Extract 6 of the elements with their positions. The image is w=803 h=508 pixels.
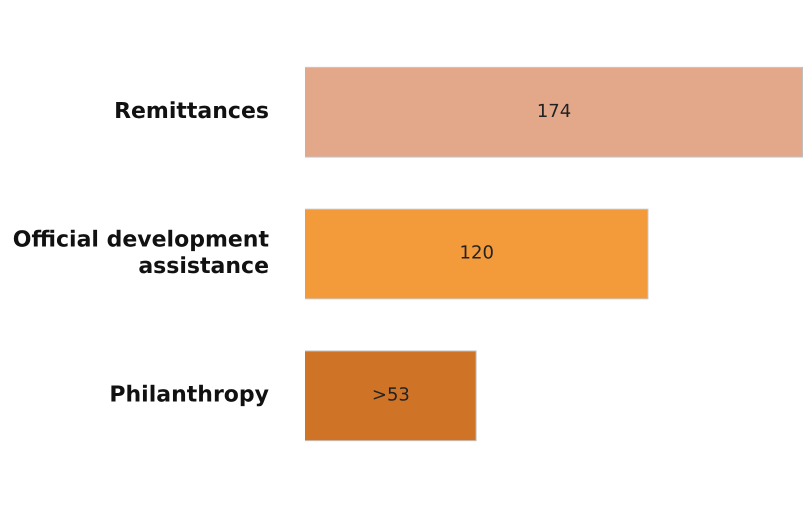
data-label: 120 (460, 242, 494, 264)
data-label: 174 (536, 100, 572, 122)
y-tick-label: Philanthropy (109, 382, 269, 408)
y-tick-label: Official development assistance (12, 228, 270, 279)
data-label: >53 (372, 384, 410, 406)
y-tick-label: Remittances (114, 98, 269, 124)
